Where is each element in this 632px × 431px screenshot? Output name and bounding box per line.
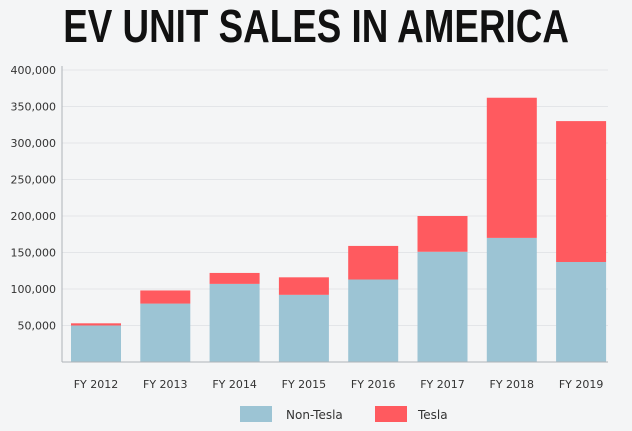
x-tick-label: FY 2012 xyxy=(74,378,119,391)
y-tick-label: 350,000 xyxy=(11,101,57,114)
legend-swatch-tesla xyxy=(375,406,407,422)
bar-non-tesla-fy-2017 xyxy=(417,251,468,362)
legend: Non-Tesla Tesla xyxy=(240,406,448,422)
bar-non-tesla-fy-2015 xyxy=(278,294,329,362)
y-tick-labels: 50,000 100,000 150,000 200,000 250,000 300,00… xyxy=(11,64,57,333)
y-tick-label: 250,000 xyxy=(11,174,57,187)
chart-title: EV UNIT SALES IN AMERICA xyxy=(63,0,569,52)
bars xyxy=(71,97,607,362)
bar-non-tesla-fy-2016 xyxy=(348,279,399,362)
y-tick-label: 200,000 xyxy=(11,210,57,223)
y-tick-label: 300,000 xyxy=(11,137,57,150)
x-tick-label: FY 2013 xyxy=(143,378,188,391)
x-tick-label: FY 2014 xyxy=(212,378,257,391)
y-tick-label: 400,000 xyxy=(11,64,57,77)
legend-label-non-tesla: Non-Tesla xyxy=(286,408,343,422)
axes xyxy=(61,66,608,363)
bar-non-tesla-fy-2013 xyxy=(140,303,191,362)
bar-tesla-fy-2017 xyxy=(417,216,468,252)
bar-non-tesla-fy-2018 xyxy=(486,237,537,362)
bar-tesla-fy-2018 xyxy=(486,97,537,238)
bar-non-tesla-fy-2012 xyxy=(71,325,121,362)
x-tick-label: FY 2015 xyxy=(282,378,327,391)
legend-swatch-non-tesla xyxy=(240,406,272,422)
bar-tesla-fy-2016 xyxy=(348,245,399,280)
x-tick-label: FY 2018 xyxy=(490,378,535,391)
bar-tesla-fy-2019 xyxy=(556,121,607,262)
bar-non-tesla-fy-2014 xyxy=(209,283,260,362)
y-tick-label: 50,000 xyxy=(18,320,57,333)
bar-tesla-fy-2014 xyxy=(209,272,260,284)
bar-tesla-fy-2015 xyxy=(278,277,329,295)
y-tick-label: 100,000 xyxy=(11,283,57,296)
x-tick-label: FY 2017 xyxy=(420,378,465,391)
x-tick-label: FY 2019 xyxy=(559,378,604,391)
bar-non-tesla-fy-2019 xyxy=(556,261,607,362)
bar-tesla-fy-2012 xyxy=(71,323,121,326)
x-tick-label: FY 2016 xyxy=(351,378,396,391)
bar-tesla-fy-2013 xyxy=(140,290,191,304)
y-tick-label: 150,000 xyxy=(11,247,57,260)
x-tick-labels: FY 2012 FY 2013 FY 2014 FY 2015 FY 2016 FY 20… xyxy=(74,378,604,391)
legend-label-tesla: Tesla xyxy=(417,408,448,422)
